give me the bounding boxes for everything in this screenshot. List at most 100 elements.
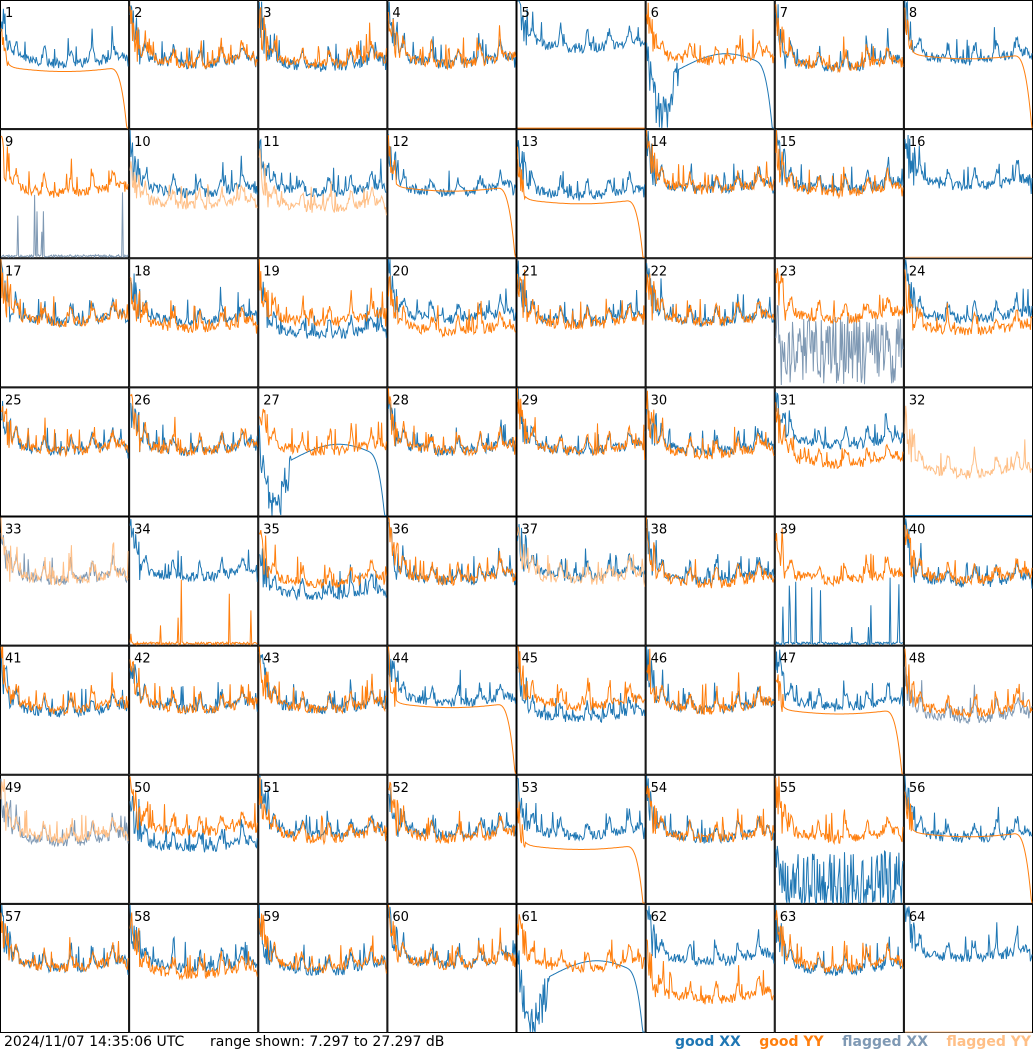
panel-number: 56 xyxy=(909,781,926,796)
panel-number: 55 xyxy=(780,781,797,796)
spectrum-panel: 2 xyxy=(129,0,259,130)
spectrum-panel: 54 xyxy=(645,774,775,904)
series-xx-line xyxy=(517,651,646,723)
series-yy-line xyxy=(129,912,258,981)
spectrum-panel: 24 xyxy=(903,258,1033,388)
series-yy-line xyxy=(775,402,904,469)
panel-number: 44 xyxy=(392,652,409,667)
spectrum-panel: 16 xyxy=(903,129,1033,259)
series-yy-line xyxy=(517,146,645,258)
series-yy-line xyxy=(0,912,129,973)
spectrum-panel: 23 xyxy=(774,258,904,388)
panel-number: 28 xyxy=(392,393,409,408)
panel-frame xyxy=(129,774,259,904)
spectrum-panel: 21 xyxy=(516,258,646,388)
spectrum-panel: 13 xyxy=(516,129,646,259)
series-yy-line xyxy=(258,148,387,216)
series-yy-line xyxy=(387,388,516,457)
series-yy-line xyxy=(646,939,775,1005)
panel-number: 32 xyxy=(909,393,926,408)
spectrum-panel: 22 xyxy=(645,258,775,388)
spectrum-panel: 26 xyxy=(129,387,259,517)
spectrum-panel: 27 xyxy=(258,387,388,517)
series-xx-line xyxy=(258,425,387,516)
panel-number: 11 xyxy=(263,135,280,150)
series-yy-line xyxy=(0,405,129,458)
panel-number: 31 xyxy=(780,393,797,408)
panel-number: 53 xyxy=(522,781,539,796)
panel-number: 51 xyxy=(263,781,280,796)
spectrum-panel: 10 xyxy=(129,129,259,259)
series-xx-line xyxy=(904,134,1033,195)
series-xx-line xyxy=(129,905,258,974)
panel-number: 50 xyxy=(134,781,151,796)
series-yy-line xyxy=(904,791,1033,903)
series-yy-line xyxy=(646,390,775,460)
panel-number: 34 xyxy=(134,523,151,538)
series-yy-line xyxy=(775,4,904,74)
spectrum-panel: 34 xyxy=(129,516,259,646)
series-xx-line xyxy=(646,42,774,129)
spectrum-panel: 55 xyxy=(774,774,904,905)
series-yy-line xyxy=(646,517,775,589)
series-yy-line xyxy=(775,674,903,775)
series-yy-line xyxy=(258,777,387,846)
panel-number: 23 xyxy=(780,264,797,279)
spectrum-panel: 5 xyxy=(516,0,646,130)
panel-frame xyxy=(516,774,646,904)
series-yy-line xyxy=(646,785,775,843)
spectrum-panel: 29 xyxy=(516,387,646,517)
spectrum-panel: 50 xyxy=(129,774,259,904)
series-xx-line xyxy=(775,649,904,712)
panel-number: 14 xyxy=(651,135,668,150)
panel-number: 18 xyxy=(134,264,151,279)
panel-number: 58 xyxy=(134,910,151,925)
series-yy-line xyxy=(775,528,904,588)
spectrum-panel: 57 xyxy=(0,903,130,1033)
footer-bar: 2024/11/07 14:35:06 UTC range shown: 7.2… xyxy=(0,1033,1033,1053)
series-yy-line xyxy=(258,7,387,70)
series-yy-line xyxy=(258,913,387,974)
panel-number: 29 xyxy=(522,393,539,408)
series-yy-line xyxy=(0,646,129,716)
panel-number: 45 xyxy=(522,652,539,667)
spectrum-panel: 28 xyxy=(387,387,517,517)
spectrum-panel: 60 xyxy=(387,903,517,1033)
series-xx-line xyxy=(387,646,516,708)
panel-frame xyxy=(129,645,259,775)
series-yy-line xyxy=(646,2,775,66)
series-yy-line xyxy=(387,275,516,339)
series-xx-line xyxy=(904,666,1033,725)
spectrum-panel: 25 xyxy=(0,387,130,517)
panel-frame xyxy=(903,129,1033,259)
panel-number: 22 xyxy=(651,264,668,279)
series-xx-line xyxy=(904,518,1033,589)
series-xx-line xyxy=(387,399,516,458)
spectrum-panel: 6 xyxy=(645,0,775,130)
range-text: range shown: 7.297 to 27.297 dB xyxy=(210,1034,445,1050)
spectrum-panel: 17 xyxy=(0,258,130,388)
series-yy-line xyxy=(646,273,775,327)
series-xx-line xyxy=(388,787,516,840)
spectrum-panel: 35 xyxy=(258,516,388,646)
panel-number: 1 xyxy=(5,6,13,21)
panel-number: 16 xyxy=(909,135,926,150)
series-yy-line xyxy=(0,135,129,198)
series-xx-line xyxy=(129,130,258,199)
series-yy-line xyxy=(129,161,258,211)
panel-number: 12 xyxy=(392,135,409,150)
series-xx-line xyxy=(775,577,904,646)
panel-number: 40 xyxy=(909,523,926,538)
series-yy-line xyxy=(517,526,646,587)
series-xx-line xyxy=(904,259,1033,325)
spectrum-panel: 41 xyxy=(0,645,130,775)
series-xx-line xyxy=(646,905,775,968)
panel-number: 59 xyxy=(263,910,280,925)
panel-number: 2 xyxy=(134,6,142,21)
series-yy-line xyxy=(387,135,516,258)
series-xx-line xyxy=(904,775,1033,843)
panel-number: 46 xyxy=(651,652,668,667)
series-yy-line xyxy=(258,529,387,589)
panel-number: 5 xyxy=(522,6,530,21)
panel-frame xyxy=(774,645,904,775)
